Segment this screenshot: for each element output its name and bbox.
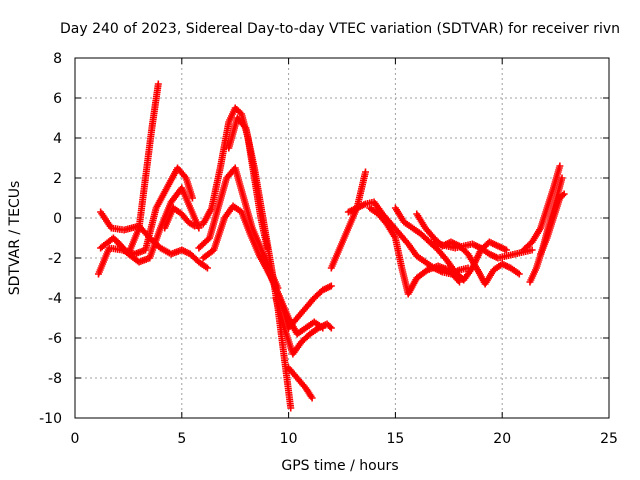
series-track-3 (97, 208, 211, 272)
data-point-marker (308, 394, 316, 402)
y-tick-label: 6 (53, 91, 62, 107)
data-point-marker (287, 404, 295, 412)
x-tick-label: 5 (177, 431, 186, 447)
y-tick-label: 0 (53, 211, 62, 227)
data-point-marker (559, 191, 567, 199)
x-tick-label: 25 (600, 431, 618, 447)
data-point-marker (515, 270, 523, 278)
data-point-marker (319, 324, 327, 332)
data-point-marker (327, 282, 335, 290)
series-track-12 (268, 274, 327, 338)
x-tick-label: 0 (71, 431, 80, 447)
y-tick-label: 4 (53, 131, 62, 147)
data-point-marker (502, 246, 510, 254)
y-tick-label: -8 (48, 371, 62, 387)
x-tick-label: 10 (280, 431, 298, 447)
y-tick-label: -4 (48, 291, 62, 307)
plot-frame (74, 57, 610, 419)
data-points (94, 80, 568, 412)
data-point-marker (556, 162, 564, 170)
y-tick-label: 8 (53, 51, 62, 67)
series-track-2 (94, 164, 196, 278)
x-axis-label: GPS time / hours (281, 458, 398, 474)
x-tick-label: 20 (493, 431, 511, 447)
series-track-1 (97, 80, 162, 258)
series-track-17 (413, 210, 523, 288)
y-tick-label: -10 (39, 411, 62, 427)
series-track-18 (426, 238, 536, 262)
series-track-21 (537, 190, 568, 258)
y-tick-label: -6 (48, 331, 62, 347)
data-point-marker (327, 324, 335, 332)
data-point-marker (326, 323, 334, 331)
data-point-marker (188, 194, 196, 202)
data-point-marker (560, 190, 568, 198)
data-point-marker (528, 246, 536, 254)
data-point-marker (558, 174, 566, 182)
y-tick-label: -2 (48, 251, 62, 267)
data-point-marker (361, 168, 369, 176)
data-point-marker (203, 264, 211, 272)
y-axis-label: SDTVAR / TECUs (7, 181, 23, 296)
x-tick-label: 15 (386, 431, 404, 447)
chart-title: Day 240 of 2023, Sidereal Day-to-day VTE… (60, 21, 620, 37)
series-track-11 (285, 364, 316, 402)
y-tick-label: 2 (53, 171, 62, 187)
series-track-15 (366, 204, 463, 298)
data-point-marker (154, 80, 162, 88)
